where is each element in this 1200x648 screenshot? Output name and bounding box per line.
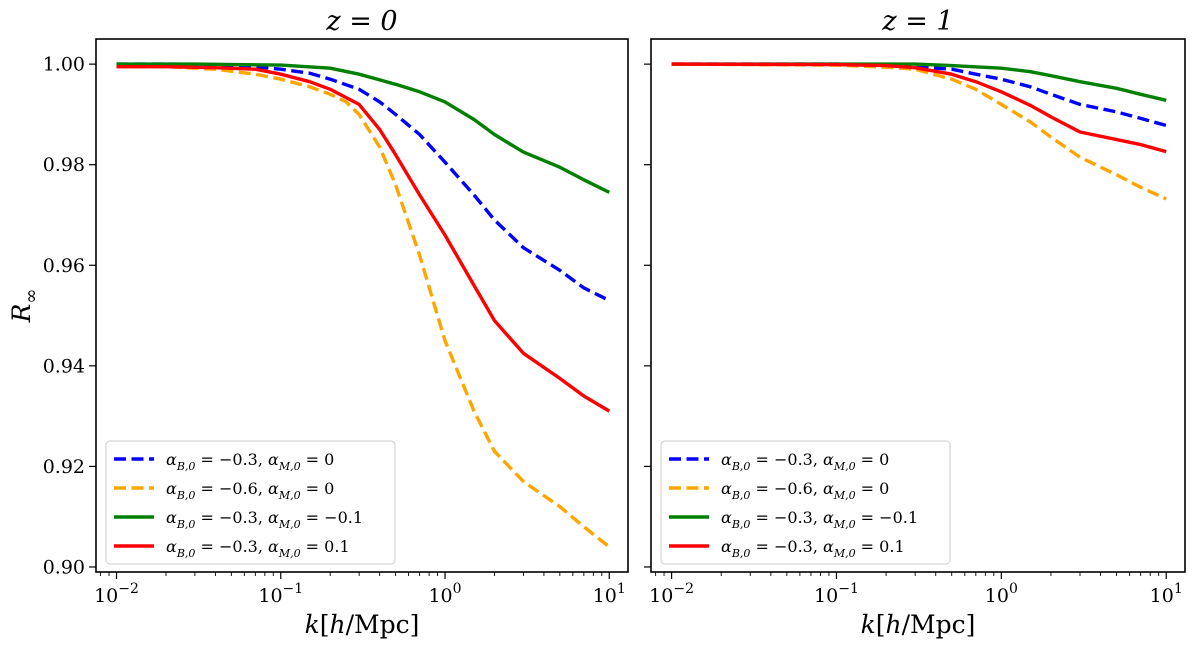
panel-z1: z = 1 10−2 10−1 100 101 k[h/Mpc] αB,0 = −0.3, …	[644, 6, 1186, 639]
series-line-0	[116, 62, 611, 303]
x-tick-label: 101	[593, 581, 626, 607]
y-tick-label: 0.96	[43, 255, 85, 277]
x-tick-label: 100	[428, 581, 461, 607]
x-tick-label: 10−1	[814, 581, 859, 607]
legend-label-1: αB,0 = −0.6, αM,0 = 0	[721, 479, 889, 502]
x-axis-label: k[h/Mpc]	[861, 610, 976, 639]
chart-title: z = 0	[325, 6, 397, 37]
legend-label-2: αB,0 = −0.3, αM,0 = −0.1	[721, 508, 918, 531]
legend-label-3: αB,0 = −0.3, αM,0 = 0.1	[721, 537, 905, 560]
legend-label-3: αB,0 = −0.3, αM,0 = 0.1	[166, 537, 350, 560]
series-group	[116, 62, 611, 549]
legend-label-0: αB,0 = −0.3, αM,0 = 0	[166, 450, 334, 473]
series-group	[671, 62, 1167, 201]
y-tick-label: 0.92	[43, 456, 85, 478]
y-tick-label: 1.00	[43, 54, 85, 76]
legend-label-0: αB,0 = −0.3, αM,0 = 0	[721, 450, 889, 473]
chart-title: z = 1	[881, 6, 953, 37]
y-tick-label: 0.94	[43, 355, 85, 377]
x-tick-label: 10−2	[94, 581, 139, 607]
legend: αB,0 = −0.3, αM,0 = 0 αB,0 = −0.6, αM,0 =…	[105, 440, 396, 565]
series-line-1	[116, 64, 611, 549]
series-line-0	[671, 62, 1167, 128]
legend-label-2: αB,0 = −0.3, αM,0 = −0.1	[166, 508, 363, 531]
x-tick-label: 10−1	[258, 581, 303, 607]
x-tick-label: 10−2	[649, 581, 694, 607]
series-line-3	[116, 64, 611, 413]
x-tick-label: 100	[985, 581, 1018, 607]
legend-box	[660, 440, 951, 565]
y-tick-label: 0.98	[43, 154, 85, 176]
legend-box	[105, 440, 396, 565]
series-line-2	[116, 62, 611, 194]
y-tick-label: 0.90	[43, 556, 85, 578]
y-axis-label: R∞	[7, 289, 42, 324]
x-axis-label: k[h/Mpc]	[305, 610, 420, 639]
series-line-3	[671, 62, 1167, 154]
plot-frame	[650, 38, 1186, 573]
x-tick-label: 101	[1150, 581, 1183, 607]
plot-frame	[95, 38, 629, 573]
legend-label-1: αB,0 = −0.6, αM,0 = 0	[166, 479, 334, 502]
legend: αB,0 = −0.3, αM,0 = 0 αB,0 = −0.6, αM,0 =…	[660, 440, 951, 565]
panel-z0: z = 0 10−2 10−1 100 101 0.90 0.92 0.94 0.96 0.98 1…	[7, 6, 629, 639]
